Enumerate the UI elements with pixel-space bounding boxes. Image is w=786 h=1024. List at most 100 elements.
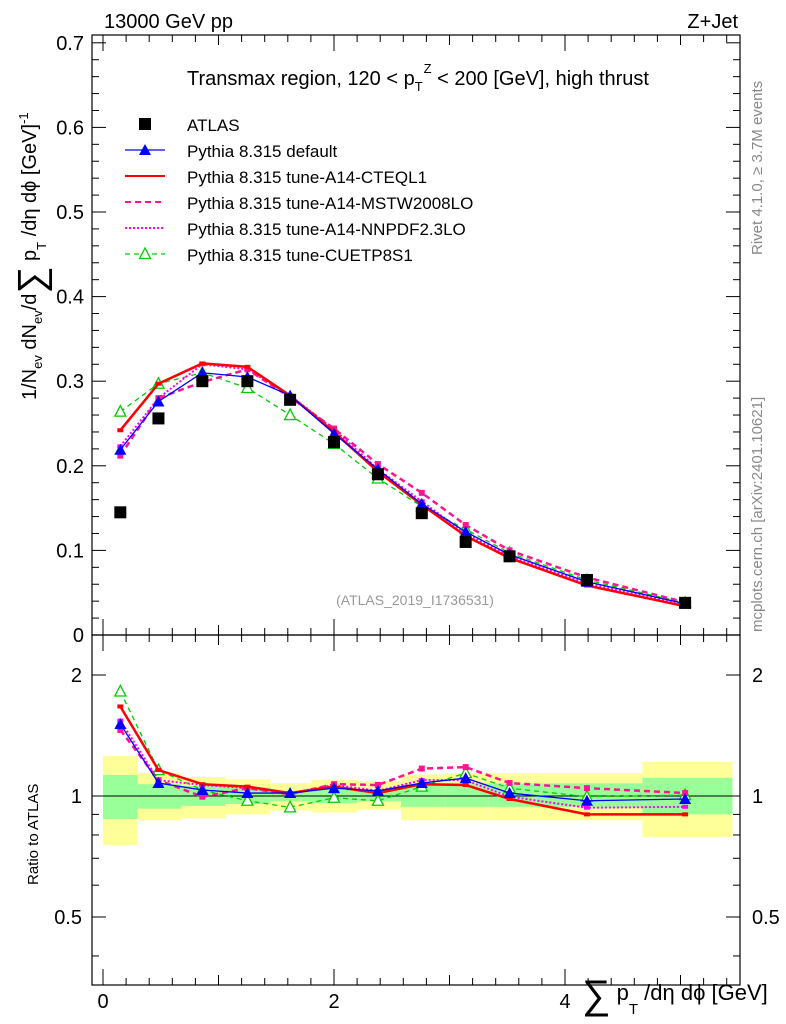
legend-item: Pythia 8.315 default [125,142,338,161]
legend-label: Pythia 8.315 default [187,142,338,161]
ratio-line [119,720,686,809]
x-tick-label: 4 [559,991,570,1013]
data-point [155,381,162,386]
data-point [328,427,340,439]
ratio-point [155,768,162,773]
y-tick-label: 0.5 [56,202,84,224]
data-point [117,428,124,433]
ratio-point [241,787,254,799]
series-line [119,372,686,605]
data-point [284,393,297,406]
ratio-point [152,777,165,789]
legend-label: Pythia 8.315 tune-A14-CTEQL1 [187,168,427,187]
x-axis-label: ∑ pT /dη dϕ [GeV] [582,973,768,1018]
y-tick-label: 0.2 [56,456,84,478]
data-point [679,596,692,609]
ratio-point [114,718,127,730]
ratio-bands [92,756,740,846]
legend-marker [139,144,151,155]
ratio-point [240,793,254,806]
header-left: 13000 GeV pp [104,11,233,33]
legend-label: ATLAS [187,116,240,135]
series-line [119,363,686,606]
x-tick-label: 0 [97,991,108,1013]
legend-label: Pythia 8.315 tune-A14-NNPDF2.3LO [187,220,466,239]
label-part: Z [424,61,432,76]
ratio-point [503,787,516,799]
legend-label: Pythia 8.315 tune-CUETP8S1 [187,246,413,265]
data-point [503,550,516,563]
series-line [119,367,686,604]
data-point [328,436,340,449]
y-tick-label: 0.7 [56,33,84,55]
y-tick-label: 0 [73,625,84,647]
ratio-y-tick-label-right: 1 [752,786,763,808]
ratio-y-tick-label-left: 0.5 [54,907,82,929]
label-part: 1/N [19,369,41,400]
mcplots-label: mcplots.cern.ch [arXiv:2401.10621] [749,397,766,632]
plot-title: Transmax region, 120 < pTZ < 200 [GeV], … [187,61,649,94]
series-0 [114,375,692,609]
data-point [196,366,209,378]
ratio-point [583,785,590,792]
legend-item: Pythia 8.315 tune-A14-NNPDF2.3LO [125,220,466,239]
legend-label: Pythia 8.315 tune-A14-MSTW2008LO [187,194,473,213]
label-part: -1 [16,112,31,124]
ratio-point [117,704,124,709]
ratio-series [113,684,692,817]
data-point [117,452,124,459]
data-point [418,489,425,496]
legend-item: Pythia 8.315 tune-A14-CTEQL1 [125,168,427,187]
ratio-point [284,787,297,799]
ratio-point [462,764,469,771]
ratio-point [244,784,251,789]
legend-item: ATLAS [139,116,240,135]
series-3 [117,366,689,606]
data-point [415,497,428,509]
ratio-frame [91,634,741,986]
ratio-point [462,783,469,788]
ratio-point [679,792,692,804]
ratio-point [415,777,428,789]
series-line [119,372,686,604]
legend-marker [139,118,151,130]
label-part: T [415,79,423,94]
data-point [114,506,127,519]
ratio-line [119,723,686,802]
ratio-band-stat [103,774,138,819]
label-part: ev [30,310,45,324]
data-point [459,535,472,548]
ratio-point [199,793,206,800]
ratio-line [119,691,686,809]
ratio-point [418,765,425,772]
label-part: /dη dϕ [GeV] [19,124,41,242]
label-part: dN [19,324,41,355]
legend-item: Pythia 8.315 tune-CUETP8S1 [125,246,413,265]
data-point [113,404,127,417]
y-tick-label: 0.6 [56,117,84,139]
data-point [371,468,384,481]
analysis-watermark: (ATLAS_2019_I1736531) [336,592,494,608]
label-part: < 200 [GeV], high thrust [432,68,650,90]
ratio-point [682,804,689,809]
data-point [244,364,251,369]
ratio-point [506,796,513,801]
y-tick-label: 0.3 [56,371,84,393]
ratio-y-tick-label-left: 2 [71,665,82,687]
y-tick-label: 0.4 [56,287,84,309]
data-point [580,574,593,587]
x-tick-label: 2 [328,991,339,1013]
ratio-y-tick-label-left: 1 [71,786,82,808]
series-line [119,362,686,608]
ratio-point [583,812,590,817]
ratio-point [327,790,341,803]
series-4 [117,362,689,607]
label-part: T [34,242,49,250]
legend: ATLAS Pythia 8.315 default Pythia 8.315 tu… [125,116,473,265]
series-2 [117,361,689,609]
ratio-point [506,780,513,787]
ratio-point [113,684,127,697]
label-part: ev [30,355,45,369]
ratio-point [328,782,340,794]
data-point [283,407,297,421]
